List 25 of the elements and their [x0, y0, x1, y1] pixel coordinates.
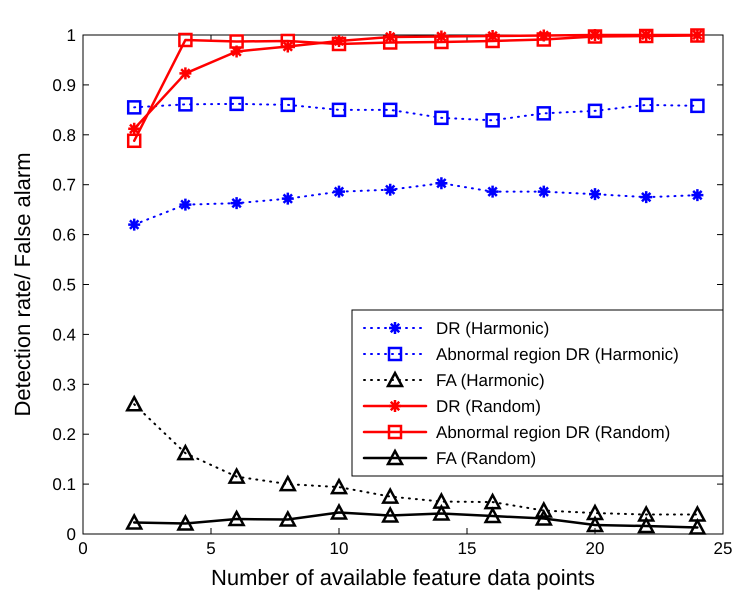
x-axis-title: Number of available feature data points — [210, 565, 596, 590]
y-tick-label: 1 — [66, 26, 76, 45]
y-tick-label: 0.5 — [52, 276, 76, 294]
legend-label: FA (Harmonic) — [436, 371, 545, 390]
y-tick-label: 0.7 — [52, 176, 76, 195]
y-tick-label: 0.3 — [52, 375, 76, 394]
y-tick-label: 0.2 — [52, 425, 76, 444]
y-tick-label: 0 — [66, 525, 76, 544]
y-tick-label: 0.8 — [52, 126, 76, 145]
x-tick-label: 20 — [586, 539, 604, 558]
x-tick-label: 0 — [78, 539, 88, 558]
x-tick-label: 5 — [206, 539, 216, 558]
y-tick-label: 0.1 — [52, 475, 76, 494]
x-tick-label: 15 — [458, 539, 476, 558]
legend-label: Abnormal region DR (Random) — [436, 423, 670, 442]
y-tick-label: 0.9 — [52, 76, 76, 95]
legend-label: Abnormal region DR (Harmonic) — [436, 345, 679, 364]
legend-label: DR (Harmonic) — [436, 319, 550, 338]
legend-label: DR (Random) — [436, 397, 541, 416]
y-tick-label: 0.4 — [52, 325, 76, 344]
legend-label: FA (Random) — [436, 449, 536, 468]
y-axis-title: Detection rate/ False alarm — [10, 152, 35, 417]
x-tick-label: 25 — [714, 539, 732, 558]
y-tick-label: 0.6 — [52, 226, 76, 245]
x-tick-label: 10 — [330, 539, 348, 558]
